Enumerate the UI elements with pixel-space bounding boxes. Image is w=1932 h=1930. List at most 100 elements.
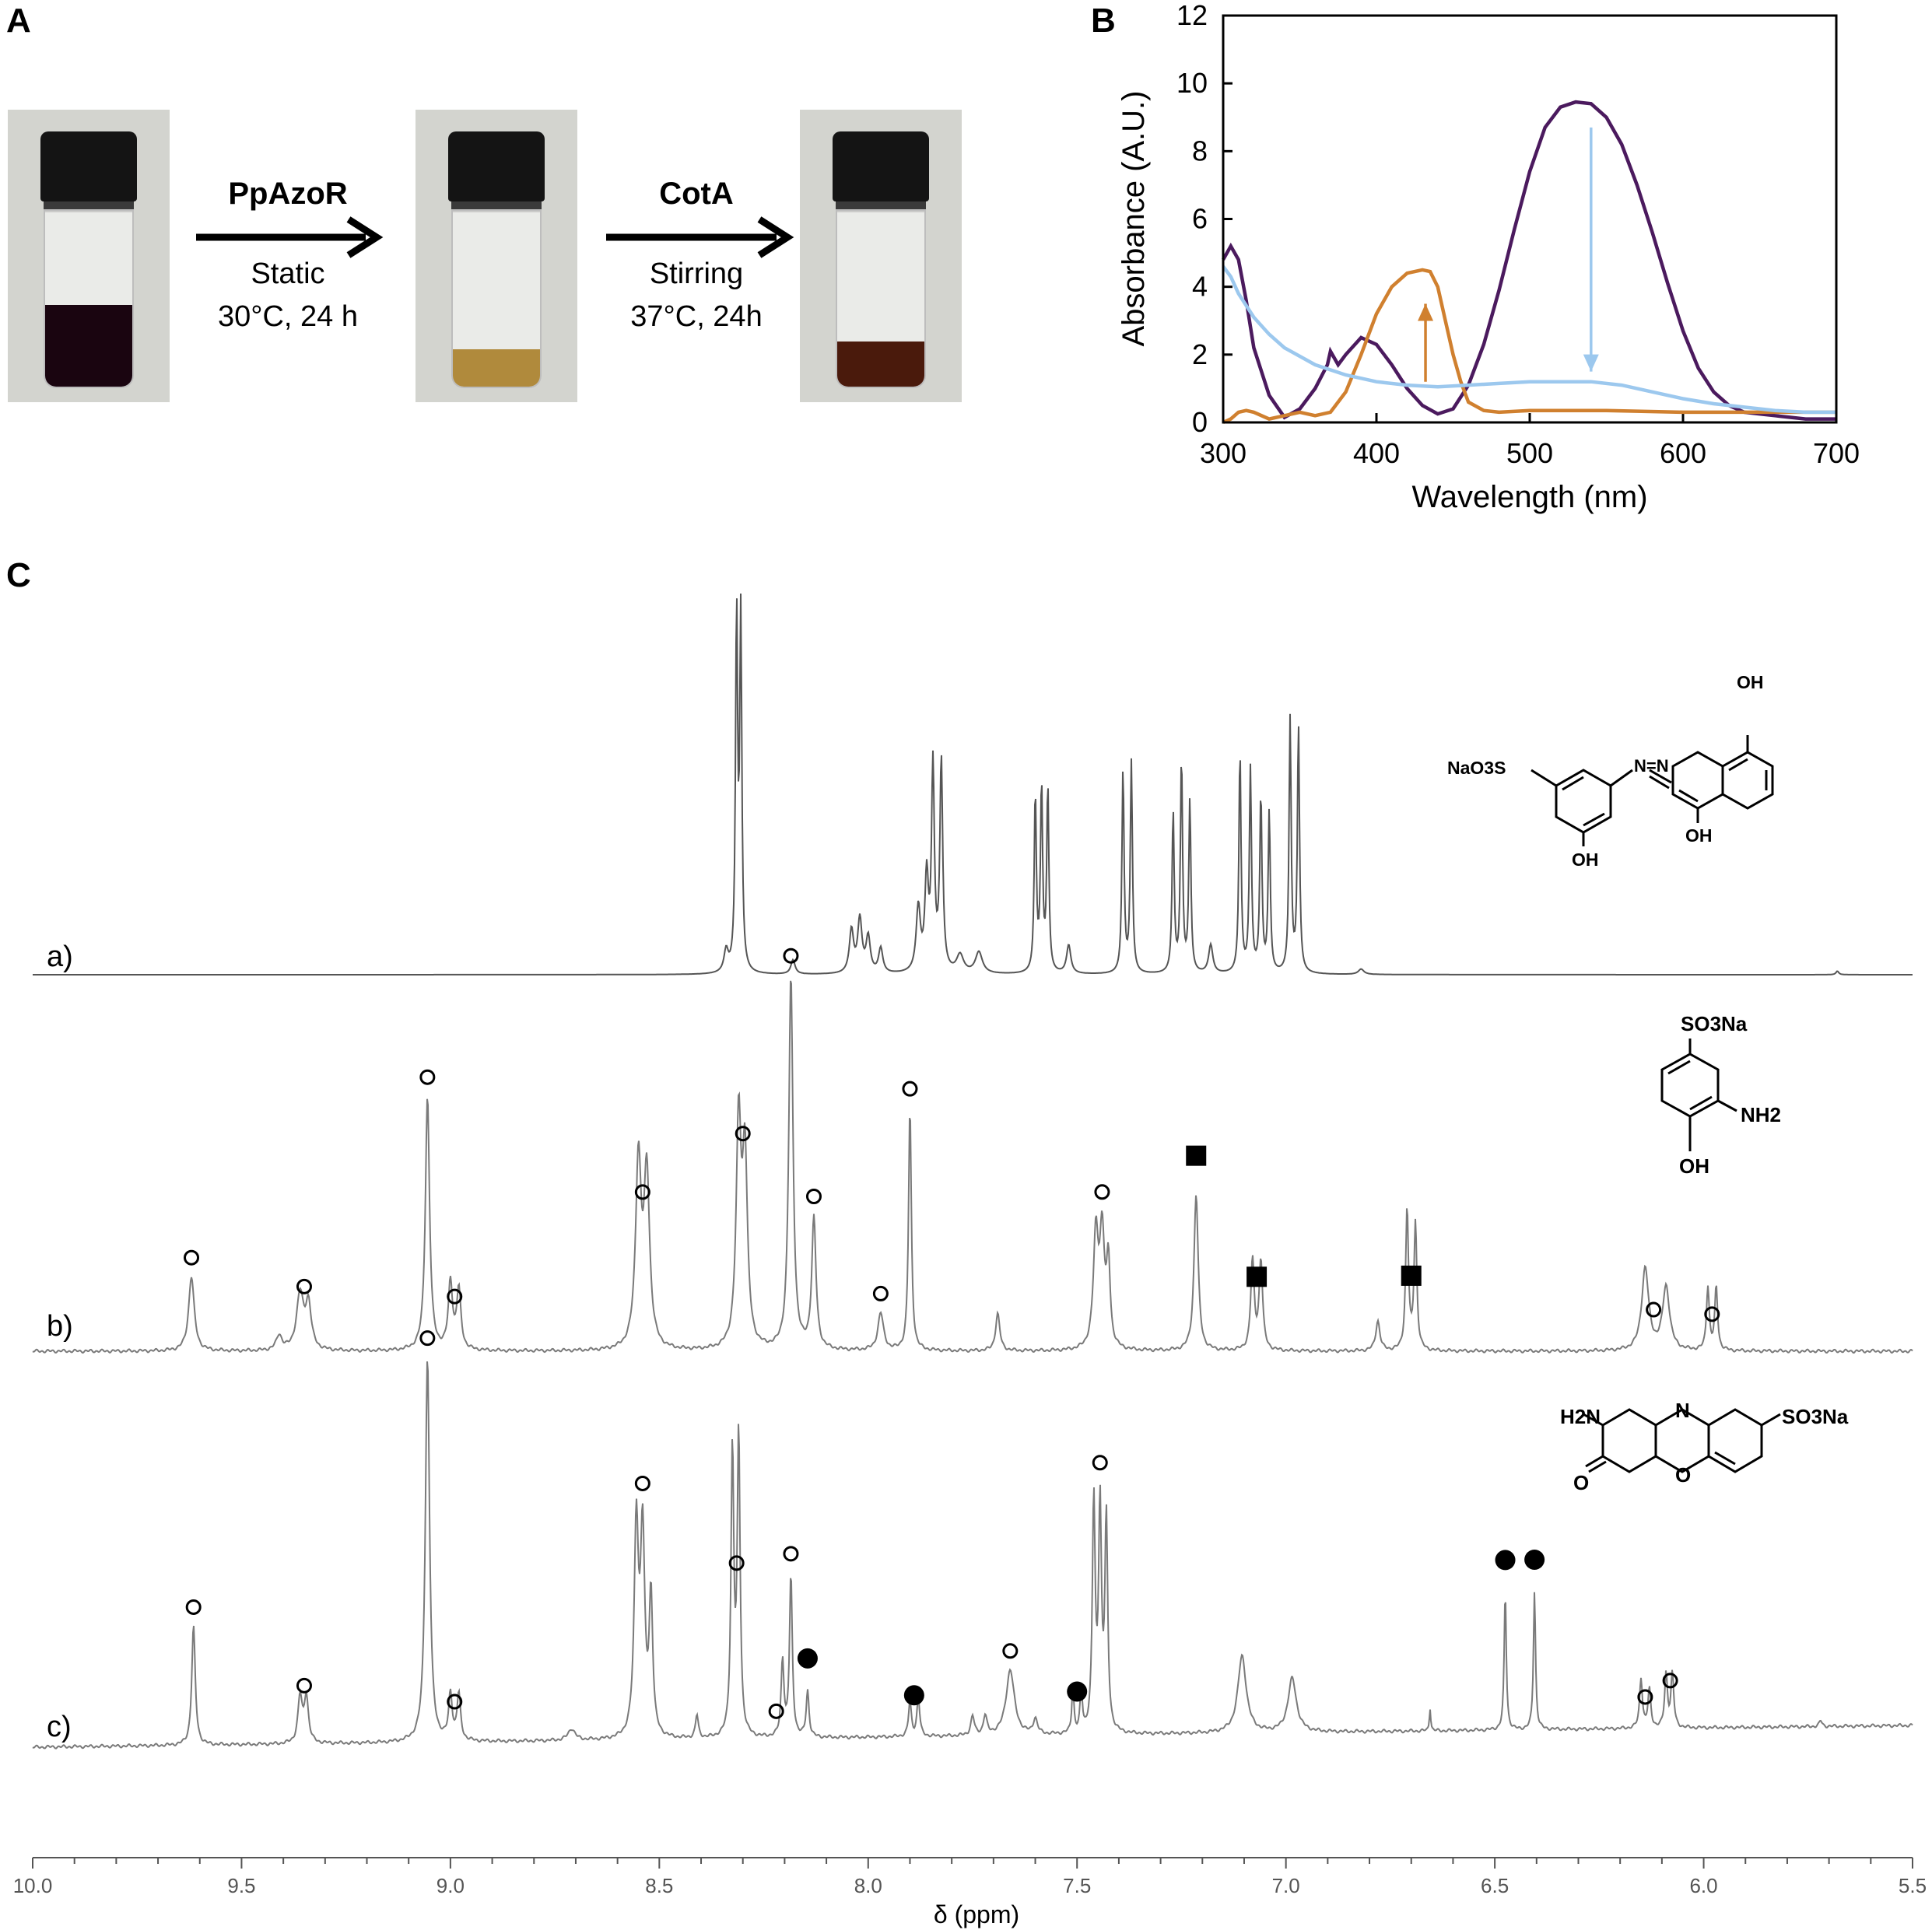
- arrowhead-step1: [346, 216, 384, 258]
- uv-x-axis-label: Wavelength (nm): [1411, 480, 1647, 514]
- structure-azo-dye: [1531, 735, 1774, 846]
- phenoxazinone-ketone-label: O: [1573, 1471, 1589, 1494]
- open-circle-marker: [296, 1677, 312, 1694]
- azo-oh-label-1: OH: [1572, 849, 1599, 870]
- uv-y-tick-label: 6: [1192, 203, 1208, 235]
- nmr-x-tick-label: 7.5: [1063, 1874, 1091, 1897]
- filled-circle-marker: [1524, 1549, 1545, 1570]
- trace-label-c: c): [47, 1711, 72, 1743]
- uv-y-tick-label: 0: [1192, 406, 1208, 438]
- nmr-x-tick-label: 8.0: [854, 1874, 882, 1897]
- aminophenol-amine-label: NH2: [1741, 1103, 1781, 1126]
- panel-label-c: C: [6, 556, 31, 594]
- open-circle-marker: [902, 1081, 918, 1097]
- azo-oh-label-top: OH: [1737, 672, 1764, 692]
- open-circle-marker: [1094, 1184, 1110, 1200]
- open-circle-marker: [783, 1546, 799, 1562]
- open-circle-marker: [184, 1249, 200, 1266]
- open-circle-marker: [634, 1475, 650, 1491]
- uv-x-tick-label: 400: [1353, 437, 1400, 469]
- open-circle-marker: [805, 1188, 822, 1204]
- panel-label-b: B: [1091, 2, 1116, 40]
- filled-square-marker: [1401, 1265, 1422, 1286]
- uv-x-tick-label: 700: [1813, 437, 1860, 469]
- step1-temperature-time: 30°C, 24 h: [218, 300, 358, 333]
- azo-oh-label-bottom: OH: [1685, 825, 1713, 846]
- phenoxazinone-o-label: O: [1675, 1463, 1691, 1487]
- filled-square-marker: [1186, 1145, 1207, 1166]
- azo-bond-label: N=N: [1634, 756, 1669, 776]
- open-circle-marker: [1637, 1689, 1653, 1705]
- azo-sulfonate-label: NaO3S: [1447, 758, 1506, 778]
- vial-liquid-after-cota: [837, 342, 924, 387]
- step2-enzyme: CotA: [659, 177, 734, 211]
- filled-circle-marker: [797, 1648, 818, 1669]
- nmr-trace-2: [32, 980, 1913, 1354]
- step1-enzyme: PpAzoR: [228, 177, 348, 211]
- open-circle-marker: [634, 1184, 650, 1200]
- filled-circle-marker: [903, 1685, 924, 1706]
- open-circle-marker: [1092, 1455, 1108, 1471]
- uv-arrowhead-up: [1418, 303, 1434, 321]
- nmr-trace-3: [32, 1361, 1913, 1750]
- open-circle-marker: [1002, 1643, 1019, 1659]
- vial-photo-after-ppazor: [416, 110, 577, 402]
- uv-plot-frame: [1222, 14, 1838, 424]
- uv-y-tick-label: 2: [1192, 338, 1208, 370]
- open-circle-marker: [185, 1599, 202, 1615]
- open-circle-marker: [296, 1278, 312, 1294]
- nmr-x-tick-label: 9.5: [227, 1874, 255, 1897]
- uv-y-tick-label: 10: [1176, 67, 1208, 99]
- open-circle-marker: [783, 947, 799, 964]
- step1-condition: Static: [251, 257, 325, 290]
- nmr-x-tick-label: 6.5: [1481, 1874, 1509, 1897]
- filled-square-marker: [1247, 1266, 1268, 1287]
- nmr-x-tick-label: 10.0: [13, 1874, 53, 1897]
- uv-series-line-3: [1222, 265, 1836, 415]
- aminophenol-hydroxyl-label: OH: [1679, 1154, 1709, 1178]
- trace-label-a: a): [47, 940, 73, 973]
- uv-series-line-2: [1222, 268, 1836, 425]
- aminophenol-sulfonate-label: SO3Na: [1681, 1012, 1748, 1035]
- filled-circle-marker: [1495, 1550, 1516, 1571]
- uv-arrowhead-down: [1583, 354, 1599, 372]
- nmr-x-tick-label: 7.0: [1272, 1874, 1300, 1897]
- nmr-trace-1: [33, 593, 1913, 976]
- phenoxazinone-sulfonate-label: SO3Na: [1782, 1405, 1849, 1428]
- arrowhead-step2: [757, 216, 794, 258]
- open-circle-marker: [447, 1694, 463, 1710]
- panel-label-a: A: [6, 2, 31, 40]
- uv-y-axis-label: Absorbance (A.U.): [1117, 90, 1151, 346]
- step2-temperature-time: 37°C, 24h: [630, 300, 763, 333]
- nmr-x-tick-label: 6.0: [1689, 1874, 1717, 1897]
- open-circle-marker: [419, 1069, 436, 1085]
- open-circle-marker: [872, 1285, 889, 1301]
- vial-liquid-after-ppazor: [453, 349, 540, 387]
- phenoxazinone-amine-label: H2N: [1560, 1405, 1601, 1428]
- uv-x-tick-label: 600: [1660, 437, 1706, 469]
- open-circle-marker: [1704, 1306, 1720, 1322]
- open-circle-marker: [735, 1126, 751, 1142]
- nmr-x-axis-label: δ (ppm): [934, 1900, 1019, 1928]
- trace-label-b: b): [47, 1310, 73, 1343]
- nmr-x-tick-label: 8.5: [645, 1874, 673, 1897]
- uv-y-tick-label: 4: [1192, 271, 1208, 303]
- nmr-x-tick-label: 5.5: [1899, 1874, 1927, 1897]
- phenoxazinone-n-label: N: [1675, 1399, 1690, 1422]
- step2-condition: Stirring: [649, 257, 744, 290]
- open-circle-marker: [1646, 1301, 1662, 1318]
- reaction-arrows: [196, 216, 794, 258]
- structure-phenoxazinone: [1583, 1408, 1781, 1473]
- uv-x-tick-label: 500: [1506, 437, 1553, 469]
- structure-aminophenol: [1660, 1039, 1737, 1151]
- uv-series-line-1: [1222, 100, 1836, 421]
- uv-vis-chart: 300 400 500 600 700 0 2 4 6 8 10 12 Wavelength (nm)…: [1117, 0, 1860, 514]
- vial-liquid-initial: [45, 305, 132, 387]
- nmr-x-tick-label: 9.0: [437, 1874, 465, 1897]
- filled-circle-marker: [1067, 1681, 1088, 1702]
- open-circle-marker: [447, 1288, 463, 1305]
- open-circle-marker: [728, 1555, 745, 1571]
- uv-x-tick-label: 300: [1200, 437, 1247, 469]
- vial-photo-initial: [8, 110, 170, 402]
